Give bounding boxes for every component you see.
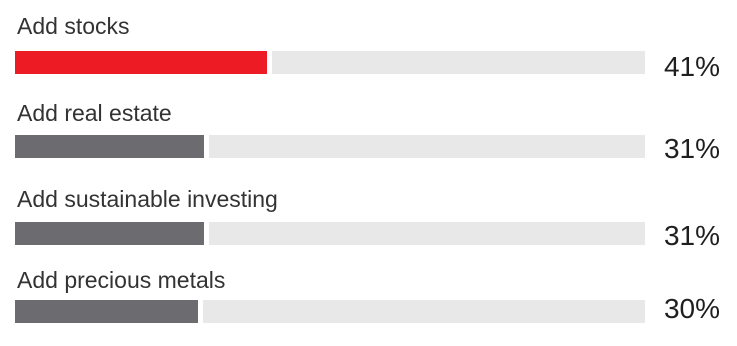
bar-track [15, 222, 645, 245]
category-label: Add real estate [17, 100, 172, 126]
bar [15, 51, 272, 74]
bar-track [15, 135, 645, 158]
horizontal-bar-chart: Add stocks 41% Add real estate 31% Add s… [0, 12, 737, 324]
category-label: Add precious metals [17, 267, 226, 293]
value-label: 41% [663, 51, 720, 82]
category-label: Add stocks [17, 13, 130, 39]
bar-track [15, 51, 645, 74]
bar-track [15, 300, 645, 323]
bar-row: Add precious metals 30% [0, 266, 737, 346]
bar-row: Add stocks 41% [0, 12, 737, 92]
bar [15, 300, 203, 323]
bar [15, 222, 209, 245]
bar [15, 135, 209, 158]
value-label: 30% [663, 293, 720, 324]
bar-row: Add real estate 31% [0, 99, 737, 179]
value-label: 31% [663, 220, 720, 251]
value-label: 31% [663, 133, 720, 164]
category-label: Add sustainable investing [17, 186, 278, 212]
bar-row: Add sustainable investing 31% [0, 185, 737, 265]
